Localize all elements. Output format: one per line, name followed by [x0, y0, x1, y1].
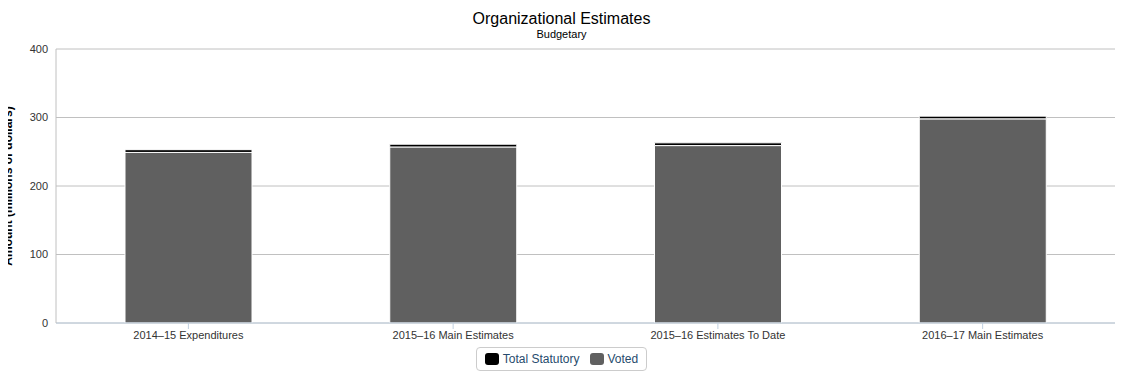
svg-text:2015–16 Estimates To Date: 2015–16 Estimates To Date [650, 329, 785, 341]
svg-text:2015–16 Main Estimates: 2015–16 Main Estimates [393, 329, 515, 341]
html-text:Budgetary: Budgetary [536, 28, 587, 40]
html-text:Organizational Estimates: Organizational Estimates [472, 10, 651, 27]
html-text:Voted: Voted [607, 352, 639, 366]
svg-text:2016–17 Main Estimates: 2016–17 Main Estimates [922, 329, 1044, 341]
svg-text:100: 100 [30, 248, 48, 260]
svg-text:300: 300 [30, 111, 48, 123]
svg-text:Amount (millions of dollars): Amount (millions of dollars) [8, 106, 15, 265]
svg-text:0: 0 [42, 317, 48, 329]
svg-text:400: 400 [30, 43, 48, 55]
html-text:Total Statutory: Total Statutory [502, 352, 580, 366]
svg-text:2014–15 Expenditures: 2014–15 Expenditures [133, 329, 244, 341]
svg-text:200: 200 [30, 180, 48, 192]
